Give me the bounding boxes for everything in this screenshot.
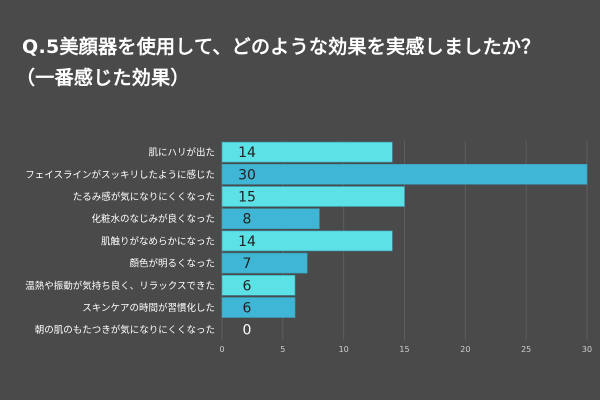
x-tick-label: 25 (521, 345, 531, 354)
data-label: 15 (238, 190, 256, 206)
x-tick-label: 15 (399, 345, 409, 354)
bar (221, 186, 405, 207)
x-tick-label: 10 (339, 345, 349, 354)
category-label: 肌にハリが出た (148, 147, 215, 159)
bar (221, 230, 393, 252)
category-label: 化粧水のなじみが良くなった (91, 213, 215, 225)
x-tick-label: 20 (460, 345, 470, 354)
bar (221, 164, 588, 185)
data-label: 8 (243, 212, 252, 228)
data-label: 7 (243, 256, 252, 272)
bar (221, 252, 308, 274)
category-label: フェイスラインがスッキリしたように感じた (25, 169, 215, 181)
data-label: 14 (238, 145, 256, 161)
category-label: スキンケアの時間が習慣化した (82, 302, 215, 314)
data-label: 6 (243, 278, 252, 294)
bar (221, 208, 320, 229)
title-line-2: （一番感じた効果） (16, 67, 190, 89)
x-tick-label: 30 (582, 345, 592, 354)
category-label: 温熱や振動が気持ち良く、リラックスできた (25, 280, 215, 292)
bar (221, 297, 296, 318)
x-tick-label: 0 (219, 345, 224, 354)
category-label: 顔色が明るくなった (129, 258, 215, 270)
title-line-1: Q.5美顔器を使用して、どのような効果を実感しましたか？ (22, 36, 541, 58)
data-label: 0 (243, 323, 252, 339)
bar (221, 141, 393, 163)
x-tick-label: 5 (280, 345, 285, 354)
bar (221, 274, 296, 296)
category-label: たるみ感が気になりにくくなった (73, 191, 215, 203)
category-label: 肌触りがなめらかになった (101, 235, 215, 247)
data-label: 6 (243, 301, 252, 317)
chart-title: Q.5美顔器を使用して、どのような効果を実感しましたか？ （一番感じた効果） (16, 32, 541, 94)
category-label: 朝の肌のもたつきが気になりにくくなった (35, 324, 215, 336)
data-label: 30 (238, 167, 256, 183)
data-label: 14 (238, 234, 256, 250)
